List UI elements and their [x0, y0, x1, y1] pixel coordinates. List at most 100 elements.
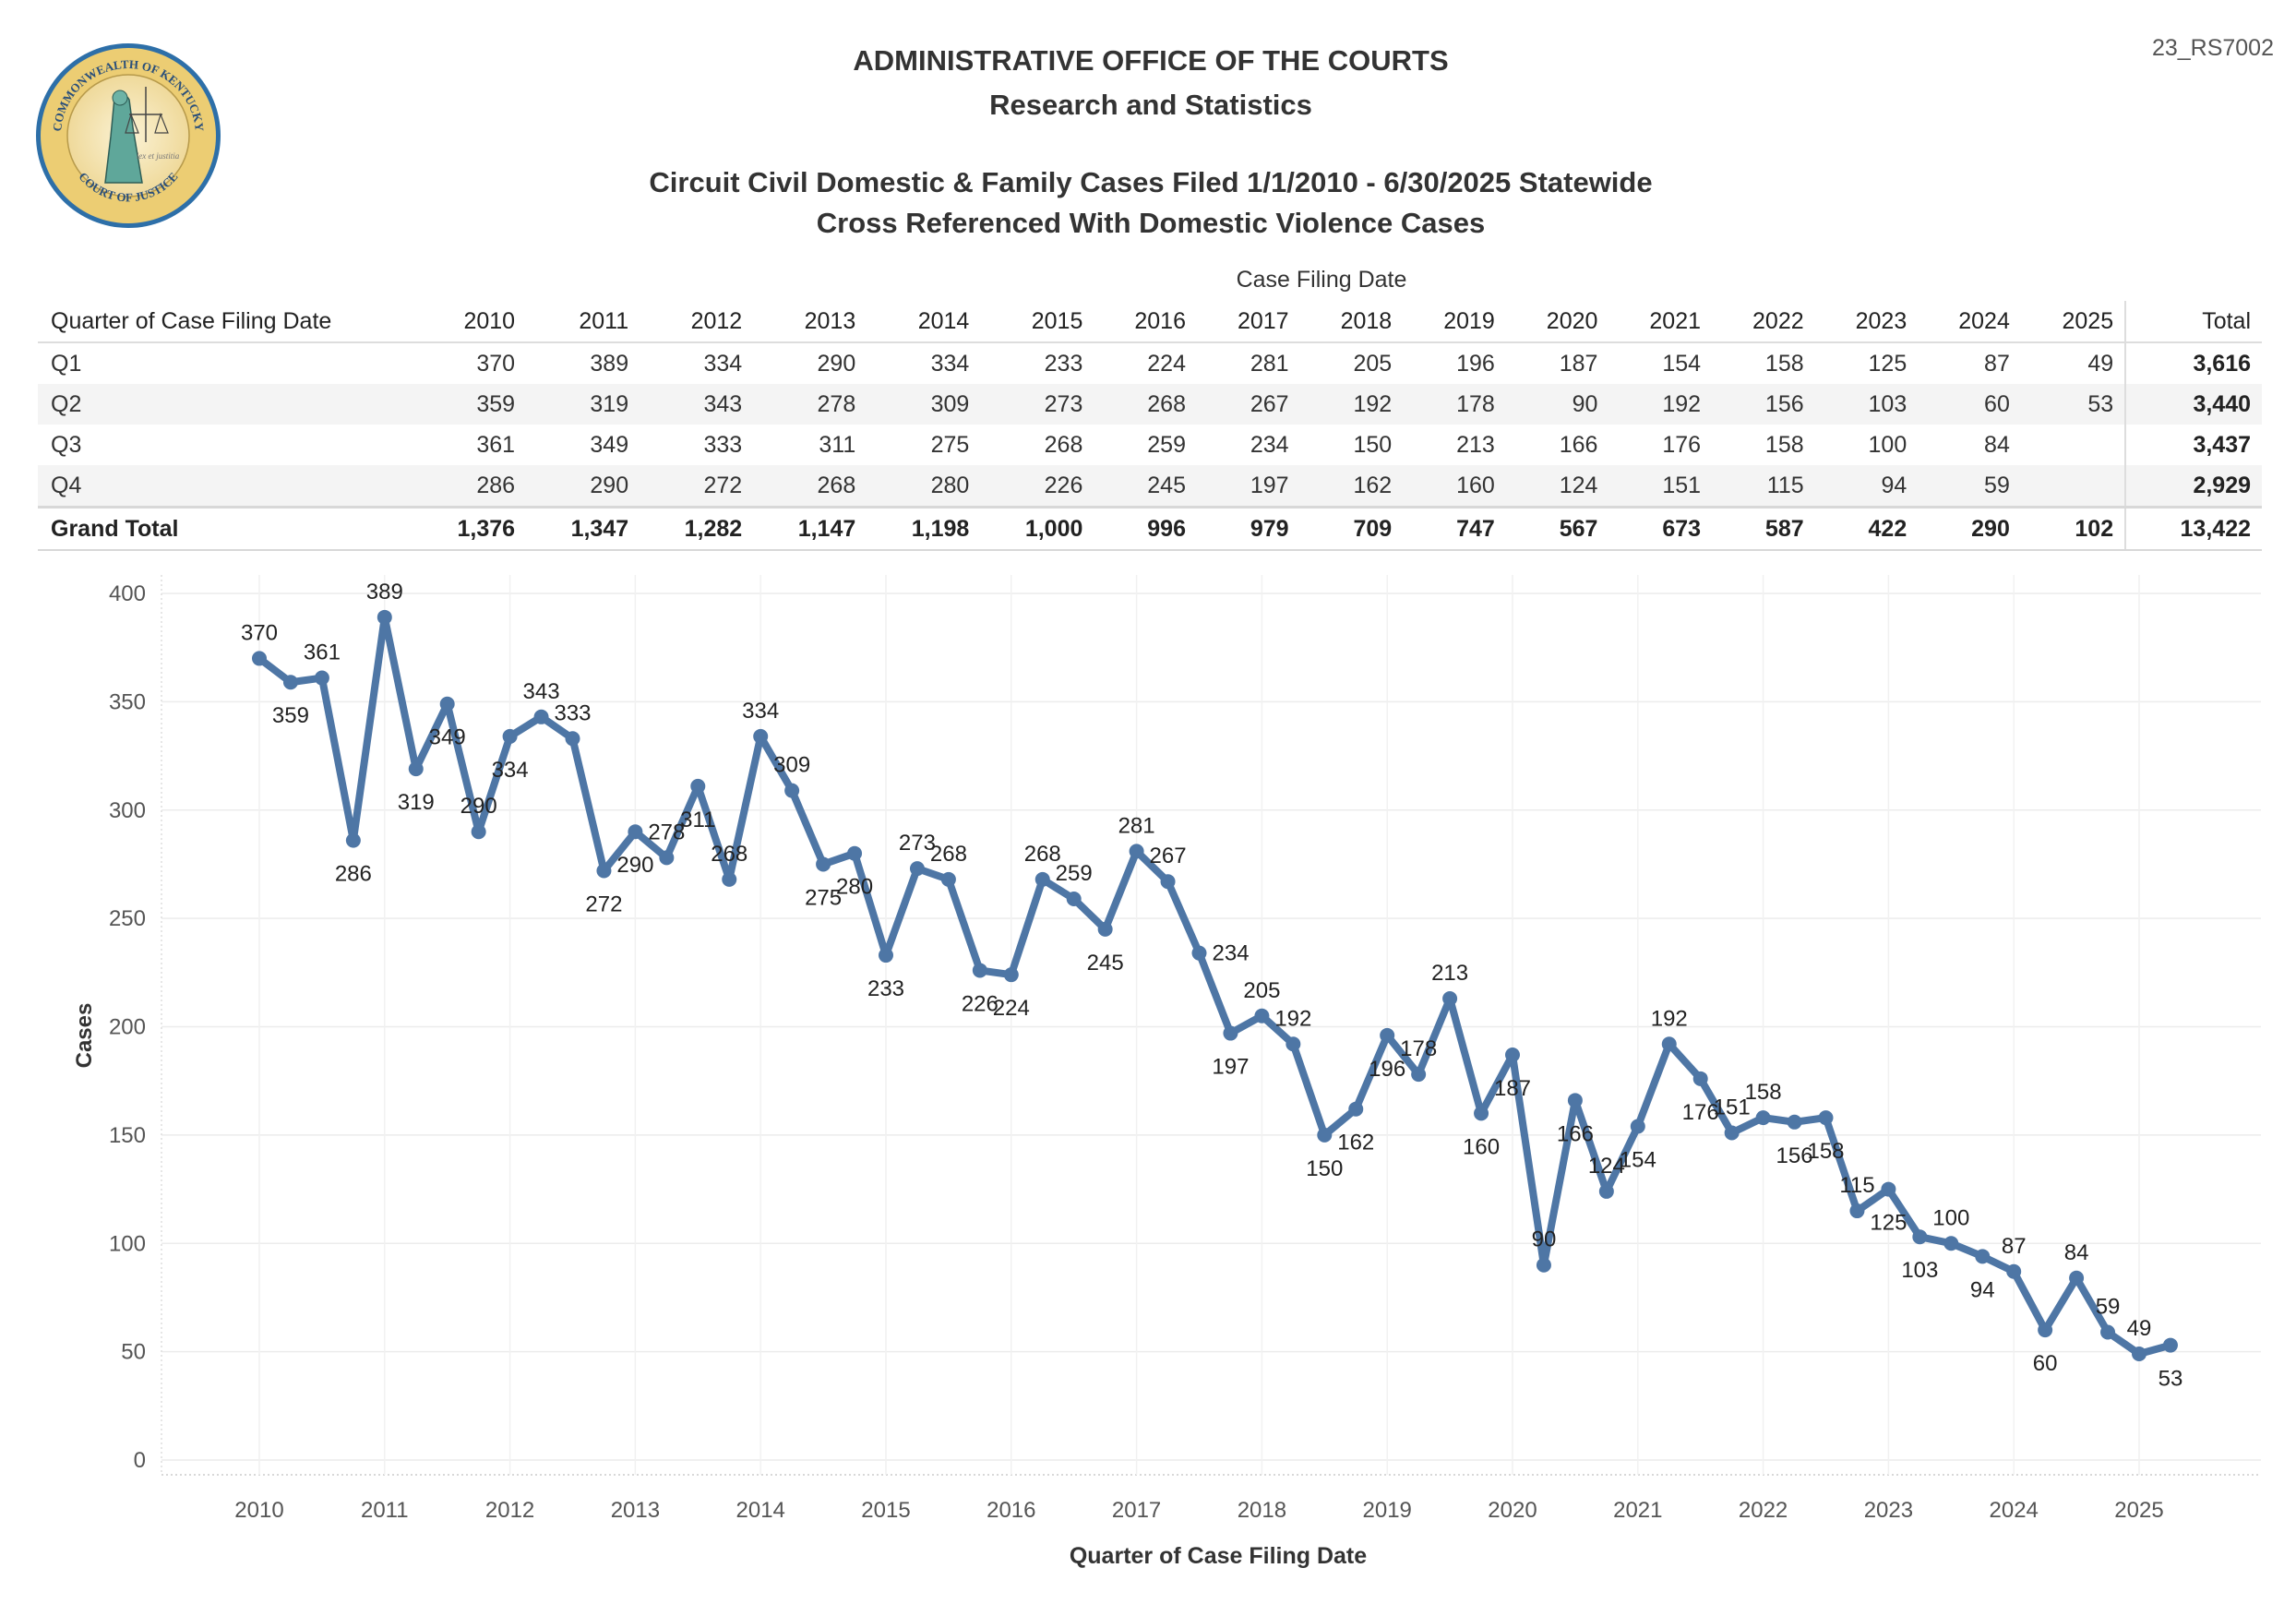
data-label: 234 — [1213, 941, 1250, 966]
column-header-2013: 2013 — [753, 301, 867, 343]
table-row: Q3 361 349 333 311 275 268 259 234 150 213 166 176 15… — [38, 425, 2262, 465]
table-cell: 334 — [930, 350, 970, 377]
report-title: Circuit Civil Domestic & Family Cases Fi… — [649, 166, 1653, 198]
table-cell: 196 — [1456, 350, 1495, 377]
data-label: 59 — [2096, 1294, 2121, 1319]
data-point — [314, 670, 329, 686]
table-row: Q4 286 290 272 268 280 226 245 197 162 160 124 151 11… — [38, 465, 2262, 508]
data-point — [1598, 1183, 1614, 1199]
y-axis-label: Cases — [72, 1002, 97, 1069]
data-label: 268 — [1024, 842, 1061, 867]
grand-total-cell: 1,347 — [526, 506, 640, 551]
data-label: 349 — [429, 725, 466, 750]
table-cell: 53 — [2020, 384, 2126, 425]
row-total: 3,440 — [2124, 384, 2262, 425]
data-point — [1380, 1027, 1395, 1043]
data-point — [1975, 1249, 1991, 1264]
data-point — [565, 731, 580, 747]
data-label: 290 — [460, 794, 497, 819]
table-cell: 154 — [1662, 350, 1702, 377]
line-chart: 0 50 100 150 200 250 300 350 400 2010 2011 2012 2013… — [109, 575, 2261, 1523]
data-point — [1286, 1036, 1301, 1052]
data-point — [345, 832, 361, 848]
data-point — [1724, 1125, 1740, 1141]
table-cell — [2020, 465, 2126, 508]
table-cell: 245 — [1094, 465, 1197, 508]
y-tick-label: 50 — [121, 1340, 146, 1365]
row-label: Q1 — [51, 350, 82, 377]
data-point — [847, 845, 863, 861]
data-label: 115 — [1839, 1173, 1874, 1198]
x-tick-label: 2016 — [987, 1498, 1035, 1523]
data-label: 319 — [398, 790, 435, 815]
report-subtitle: Cross Referenced With Domestic Violence … — [816, 207, 1486, 239]
data-point — [1066, 891, 1082, 906]
data-label: 309 — [773, 753, 810, 778]
x-tick-label: 2023 — [1864, 1498, 1913, 1523]
data-point — [1567, 1093, 1583, 1108]
data-point — [1348, 1101, 1364, 1117]
data-label: 278 — [648, 820, 685, 844]
data-label: 100 — [1932, 1205, 1969, 1230]
data-label: 84 — [2064, 1240, 2089, 1265]
grand-total-row: Grand Total 1,376 1,347 1,282 1,147 1,198 1,00… — [38, 506, 2262, 551]
data-point — [1787, 1114, 1802, 1130]
table-cell: 49 — [2087, 350, 2114, 377]
grand-total-cell: 1,000 — [980, 506, 1094, 551]
data-label: 162 — [1337, 1131, 1374, 1155]
table-cell: 370 — [476, 350, 516, 377]
data-point — [628, 824, 643, 840]
data-point — [596, 863, 612, 879]
table-cell: 59 — [1918, 465, 2021, 508]
table-cell: 151 — [1608, 465, 1713, 508]
data-label: 151 — [1714, 1095, 1751, 1120]
x-tick-label: 2012 — [485, 1498, 534, 1523]
table-cell: 158 — [1764, 431, 1804, 458]
x-tick-label: 2011 — [361, 1498, 409, 1523]
data-label: 192 — [1274, 1006, 1311, 1031]
y-tick-label: 250 — [109, 906, 146, 931]
data-label: 280 — [836, 875, 873, 900]
y-tick-label: 0 — [134, 1448, 146, 1473]
y-tick-label: 100 — [109, 1231, 146, 1256]
data-label: 90 — [1532, 1227, 1557, 1252]
column-header-2014: 2014 — [867, 301, 981, 343]
table-cell: 84 — [1984, 431, 2010, 458]
y-tick-label: 300 — [109, 798, 146, 823]
row-label: Q3 — [51, 431, 82, 458]
table-cell: 115 — [1712, 465, 1815, 508]
org-title: ADMINISTRATIVE OFFICE OF THE COURTS — [853, 44, 1449, 77]
data-point — [2038, 1323, 2053, 1338]
data-point — [1191, 945, 1207, 961]
table-cell: 268 — [753, 465, 867, 508]
table-cell: 343 — [640, 384, 754, 425]
grand-total-cell: 102 — [2020, 506, 2126, 551]
x-tick-label: 2019 — [1363, 1498, 1412, 1523]
column-header-2016: 2016 — [1094, 301, 1197, 343]
data-label: 176 — [1682, 1100, 1719, 1125]
table-cell: 124 — [1505, 465, 1609, 508]
table-cell: 60 — [1918, 384, 2021, 425]
row-header: Quarter of Case Filing Date — [38, 301, 413, 343]
x-tick-label: 2021 — [1613, 1498, 1662, 1523]
data-point — [2162, 1337, 2178, 1353]
data-label: 286 — [335, 862, 372, 887]
y-tick-label: 400 — [109, 581, 146, 606]
grand-total-cell: 1,147 — [753, 506, 867, 551]
data-label: 103 — [1901, 1258, 1938, 1283]
data-point — [1474, 1106, 1489, 1121]
data-label: 158 — [1807, 1139, 1844, 1164]
report-id: 23_RS7002 — [2151, 35, 2274, 61]
total-header: Total — [2124, 301, 2262, 343]
grand-total-cell: 1,282 — [640, 506, 754, 551]
data-point — [1692, 1071, 1708, 1086]
table-cell: 192 — [1608, 384, 1713, 425]
table-cell: 166 — [1559, 431, 1598, 458]
table-cell: 125 — [1868, 350, 1907, 377]
dept-title: Research and Statistics — [989, 89, 1312, 121]
table-cell: 267 — [1196, 384, 1300, 425]
data-point — [940, 871, 956, 887]
grand-total-cell: 996 — [1094, 506, 1197, 551]
svg-text:lex et justitia: lex et justitia — [137, 151, 180, 161]
x-tick-label: 2017 — [1112, 1498, 1161, 1523]
